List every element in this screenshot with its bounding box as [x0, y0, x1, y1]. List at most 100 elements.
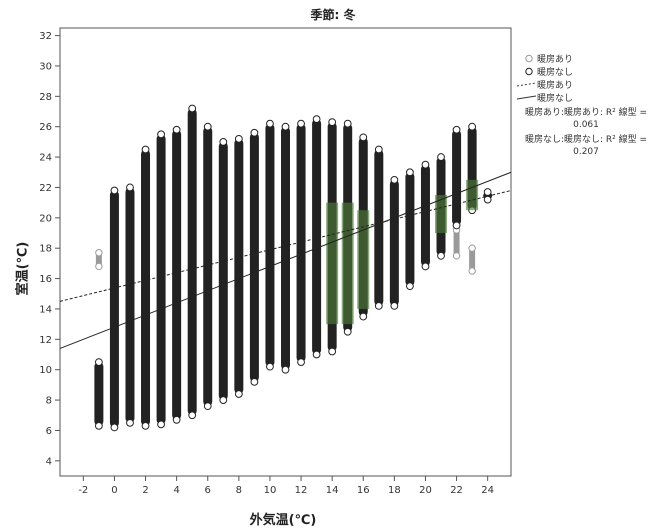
series-unheated-point: [219, 396, 228, 404]
series-unheated-column: [389, 179, 399, 306]
series-unheated-column: [374, 149, 384, 306]
y-tick-label: 24: [39, 153, 52, 164]
series-unheated-point: [421, 262, 430, 271]
legend-circle-icon: [507, 66, 537, 77]
series-unheated-column: [312, 119, 322, 355]
series-unheated-point: [94, 358, 103, 367]
fit-annotation-heated: 暖房あり:暖房あり: R² 線型 = 0.061: [507, 107, 665, 131]
series-unheated-column: [172, 129, 182, 420]
x-tick-label: 2: [142, 485, 148, 496]
series-unheated-point: [281, 365, 290, 374]
series-unheated-column: [405, 172, 415, 287]
series-unheated-point: [483, 188, 492, 196]
fit-annotation-value: 0.207: [573, 147, 599, 157]
series-unheated-point: [312, 115, 321, 124]
x-tick-label: 24: [481, 485, 494, 496]
series-heated-point: [95, 249, 103, 257]
series-unheated-point: [343, 119, 352, 128]
fit-annotation-text: 暖房なし:暖房なし: R² 線型 =: [524, 135, 648, 145]
series-unheated-point: [250, 377, 259, 386]
series-unheated-point: [359, 312, 368, 321]
x-tick-label: 14: [326, 485, 339, 496]
series-unheated-point: [188, 411, 197, 420]
x-tick-label: 12: [295, 485, 308, 496]
series-unheated-column: [141, 149, 151, 426]
series-unheated-point: [157, 130, 165, 139]
series-unheated-point: [452, 221, 461, 230]
y-tick-label: 28: [39, 92, 52, 103]
series-unheated-point: [390, 175, 399, 184]
series-unheated-point: [437, 251, 445, 260]
x-tick-label: 16: [357, 485, 370, 496]
series-unheated-column: [156, 134, 166, 425]
series-unheated-point: [406, 168, 414, 177]
legend-solid-line-icon: [507, 92, 537, 103]
series-unheated-column: [281, 126, 290, 370]
legend-label: 暖房あり: [537, 81, 574, 91]
series-unheated-point: [141, 145, 150, 154]
legend-entry-unheated-marker: 暖房なし: [507, 65, 665, 78]
series-heated-column: [95, 252, 102, 267]
series-unheated-point: [266, 119, 274, 128]
y-tick-label: 16: [39, 274, 52, 285]
fit-annotation-text: 暖房あり:暖房あり: R² 線型 =: [524, 108, 648, 118]
series-unheated-column: [109, 190, 119, 428]
series-unheated-point: [266, 362, 274, 371]
x-axis-label: 外気温(℃): [249, 513, 317, 528]
series-unheated-point: [126, 183, 134, 192]
series-unheated-point: [297, 119, 305, 128]
legend-entry-unheated-fit: 暖房なし: [507, 91, 665, 104]
y-tick-label: 32: [39, 31, 52, 42]
series-unheated-point: [126, 418, 134, 427]
y-tick-label: 10: [39, 365, 52, 376]
highlight-column: [357, 210, 370, 309]
x-tick-label: 18: [388, 485, 401, 496]
series-unheated-column: [420, 164, 430, 267]
series-unheated-point: [359, 133, 368, 142]
series-unheated-point: [250, 128, 259, 137]
y-tick-label: 4: [46, 456, 52, 467]
series-unheated-point: [234, 134, 243, 143]
series-unheated-column: [94, 362, 104, 426]
series-unheated-point: [390, 302, 399, 310]
legend-entry-heated-fit: 暖房あり: [507, 78, 665, 91]
x-tick-label: 22: [450, 485, 463, 496]
series-unheated-point: [437, 153, 445, 161]
series-unheated-point: [188, 104, 197, 113]
series-heated-point: [468, 267, 476, 275]
series-heated-point: [468, 244, 476, 252]
x-tick-label: 0: [111, 485, 117, 496]
series-unheated-point: [343, 327, 352, 336]
y-tick-label: 30: [39, 61, 52, 72]
series-unheated-column: [265, 123, 275, 367]
y-tick-label: 26: [39, 122, 52, 133]
series-unheated-column: [218, 141, 228, 401]
series-unheated-point: [157, 420, 165, 429]
fit-line-unheated: [59, 171, 512, 349]
series-unheated-point: [374, 145, 383, 154]
series-unheated-column: [452, 129, 462, 226]
series-unheated-point: [328, 347, 337, 356]
series-heated-column: [453, 229, 460, 256]
series-heated-point: [95, 262, 103, 271]
legend-circle-light-icon: [507, 53, 537, 64]
series-heated-point: [452, 252, 461, 260]
series-unheated-column: [125, 187, 135, 423]
series-unheated-point: [328, 118, 337, 127]
series-unheated-point: [141, 421, 150, 430]
highlight-column: [466, 179, 479, 211]
series-unheated-point: [297, 358, 305, 367]
series-unheated-column: [203, 126, 213, 407]
legend-label: 暖房なし: [537, 94, 574, 104]
fit-annotation-value: 0.061: [573, 120, 599, 130]
series-unheated-point: [312, 350, 321, 359]
x-tick-label: 20: [419, 485, 432, 496]
series-unheated-point: [281, 122, 290, 131]
x-tick-label: 6: [205, 485, 211, 496]
y-tick-label: 12: [39, 335, 52, 346]
highlight-column: [435, 195, 448, 234]
x-tick-label: 4: [173, 485, 179, 496]
series-unheated-point: [172, 125, 181, 134]
series-unheated-point: [203, 402, 212, 411]
